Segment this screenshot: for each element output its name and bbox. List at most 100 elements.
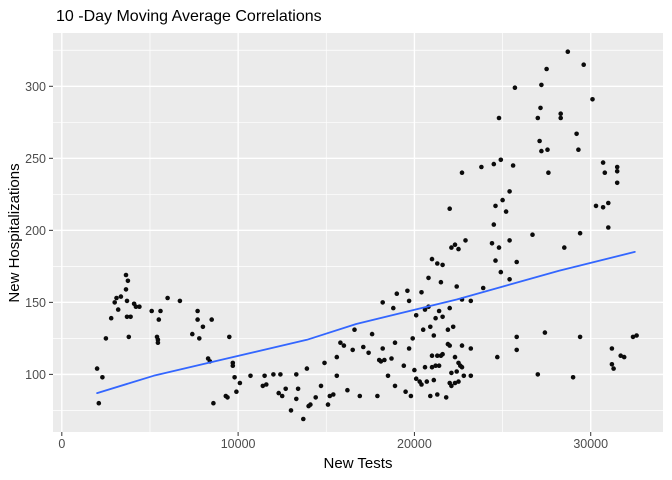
- data-point: [445, 327, 451, 333]
- data-point: [197, 336, 202, 341]
- data-point: [614, 164, 620, 170]
- data-point: [450, 324, 456, 330]
- data-point: [126, 334, 132, 340]
- data-point: [369, 331, 375, 337]
- data-point: [283, 386, 289, 392]
- data-point: [539, 82, 544, 88]
- x-tick-label: 30000: [573, 437, 608, 451]
- data-point: [558, 111, 563, 116]
- data-point: [447, 206, 453, 211]
- data-point: [503, 209, 509, 214]
- data-point: [96, 400, 102, 406]
- data-point: [406, 346, 412, 351]
- data-point: [507, 238, 512, 243]
- y-tick-label: 300: [25, 80, 46, 94]
- data-point: [165, 295, 170, 301]
- data-point: [230, 363, 236, 369]
- data-point: [352, 327, 357, 333]
- data-point: [133, 304, 139, 310]
- data-point: [577, 334, 583, 340]
- data-point: [539, 148, 544, 154]
- data-point: [452, 242, 458, 247]
- data-point: [454, 284, 460, 289]
- data-point: [562, 245, 567, 250]
- data-point: [118, 294, 124, 299]
- data-point: [209, 317, 214, 322]
- data-point: [413, 313, 419, 318]
- data-point: [493, 258, 498, 263]
- data-point: [406, 298, 412, 304]
- data-point: [313, 395, 319, 400]
- data-point: [408, 393, 414, 399]
- data-point: [602, 170, 608, 175]
- data-point: [341, 343, 347, 348]
- data-point: [392, 340, 398, 346]
- data-point: [431, 333, 437, 338]
- data-point: [510, 163, 516, 168]
- data-point: [278, 372, 283, 377]
- data-point: [514, 347, 519, 353]
- data-point: [456, 246, 461, 252]
- data-point: [264, 382, 269, 387]
- data-point: [435, 392, 440, 397]
- data-point: [447, 305, 453, 311]
- data-point: [496, 245, 502, 250]
- data-point: [614, 169, 620, 174]
- data-point: [200, 324, 206, 330]
- data-point: [447, 343, 453, 348]
- data-point: [514, 334, 519, 340]
- data-point: [234, 389, 239, 395]
- data-point: [609, 346, 615, 351]
- data-point: [546, 170, 551, 175]
- data-point: [149, 308, 154, 314]
- data-point: [621, 354, 627, 360]
- data-point: [288, 408, 294, 413]
- data-point: [276, 390, 282, 396]
- data-point: [325, 402, 331, 407]
- data-point: [480, 285, 486, 291]
- y-tick-label: 150: [25, 296, 46, 310]
- data-point: [103, 336, 109, 341]
- data-point: [454, 369, 460, 374]
- data-point: [535, 115, 541, 121]
- data-point: [401, 363, 407, 369]
- data-point: [491, 161, 497, 167]
- data-point: [452, 354, 458, 360]
- data-point: [449, 245, 454, 250]
- data-point: [496, 115, 502, 121]
- plot-panel: [53, 33, 663, 432]
- data-point: [574, 131, 579, 137]
- data-point: [609, 362, 615, 367]
- data-point: [461, 373, 467, 379]
- data-point: [422, 307, 428, 312]
- data-point: [433, 363, 438, 369]
- data-point: [413, 376, 419, 382]
- data-point: [137, 304, 142, 310]
- data-point: [375, 393, 380, 399]
- data-point: [449, 383, 454, 389]
- data-point: [279, 393, 285, 399]
- data-point: [463, 238, 468, 243]
- data-point: [436, 363, 442, 369]
- data-point: [512, 85, 518, 90]
- data-point: [438, 279, 444, 285]
- data-point: [327, 393, 333, 399]
- data-point: [498, 157, 504, 163]
- data-point: [429, 364, 435, 370]
- data-point: [156, 317, 162, 322]
- data-point: [318, 383, 324, 389]
- data-point: [389, 356, 394, 361]
- data-point: [436, 308, 442, 314]
- data-point: [590, 97, 595, 102]
- data-point: [544, 66, 549, 72]
- data-point: [558, 115, 563, 121]
- data-point: [177, 298, 183, 304]
- data-point: [294, 396, 299, 402]
- x-tick-label: 10000: [221, 437, 256, 451]
- data-point: [489, 241, 495, 246]
- data-point: [405, 288, 410, 294]
- data-point: [419, 290, 424, 295]
- data-point: [440, 351, 445, 357]
- data-point: [380, 346, 386, 351]
- data-point: [108, 315, 114, 321]
